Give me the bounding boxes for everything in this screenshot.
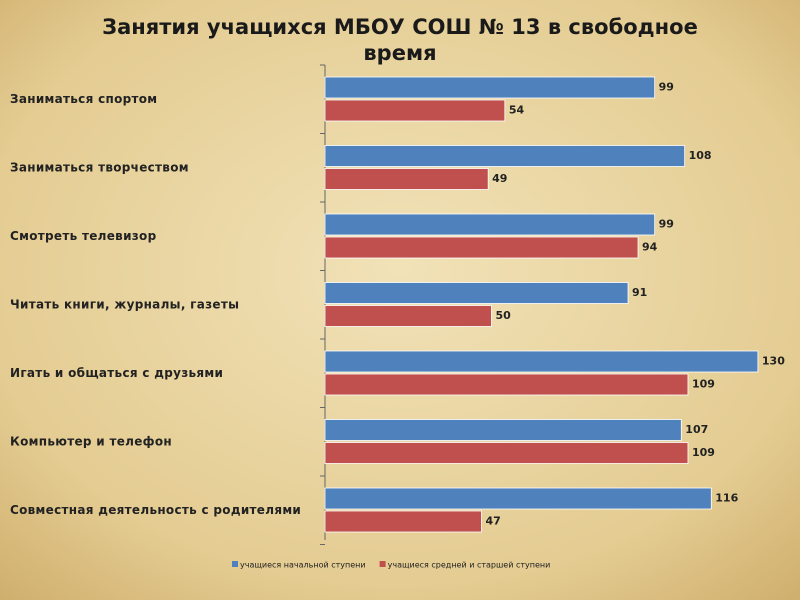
bar: [324, 236, 639, 259]
bar: [324, 145, 686, 167]
bar: [324, 168, 489, 190]
bar: [324, 76, 656, 99]
bar: [324, 510, 482, 533]
bar: [324, 282, 629, 304]
category-label: Смотреть телевизор: [10, 229, 157, 243]
bar: [324, 373, 689, 396]
bar: [324, 487, 712, 510]
category-label: Заниматься творчеством: [10, 160, 189, 174]
category-label: Компьютер и телефон: [10, 434, 172, 448]
value-label: 49: [492, 172, 507, 185]
bar: [324, 305, 492, 327]
value-label: 54: [509, 104, 525, 117]
value-label: 109: [692, 378, 715, 391]
value-label: 107: [685, 423, 708, 436]
value-label: 130: [762, 355, 785, 368]
legend-label: учащиеся начальной ступени: [240, 561, 366, 570]
category-label: Игать и общаться с друзьями: [10, 366, 223, 380]
legend-swatch: [232, 561, 238, 567]
value-label: 116: [715, 492, 738, 505]
value-label: 108: [689, 149, 712, 162]
bar: [324, 99, 506, 122]
bar: [324, 213, 656, 236]
legend-swatch: [379, 561, 386, 567]
bar: [324, 419, 682, 441]
category-label: Совместная деятельность с родителями: [10, 503, 301, 517]
value-label: 99: [659, 81, 674, 94]
value-label: 94: [642, 241, 658, 254]
value-label: 50: [496, 309, 512, 322]
value-label: 47: [486, 515, 501, 528]
chart-title: Занятия учащихся МБОУ СОШ № 13 в свободн…: [102, 15, 698, 65]
value-label: 91: [632, 286, 647, 299]
legend-label: учащиеся средней и старшей ступени: [388, 561, 551, 570]
value-label: 109: [692, 446, 715, 459]
category-label: Заниматься спортом: [10, 92, 157, 106]
bar: [324, 350, 759, 373]
category-label: Читать книги, журналы, газеты: [10, 297, 239, 311]
bar: [324, 442, 689, 464]
value-label: 99: [659, 218, 674, 231]
